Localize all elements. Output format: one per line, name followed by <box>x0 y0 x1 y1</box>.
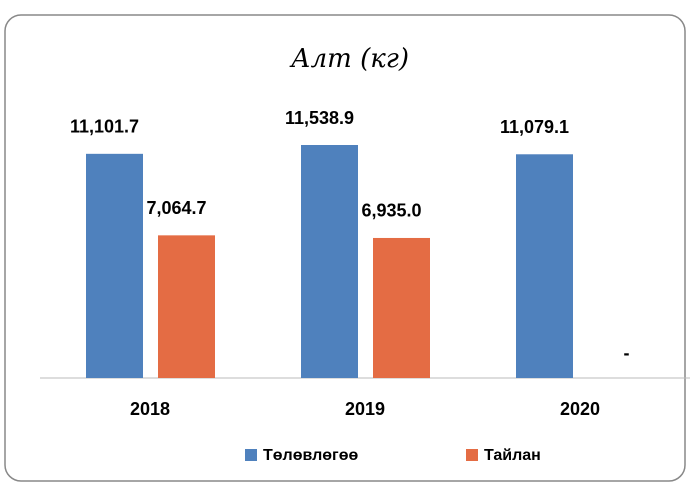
data-label: 7,064.7 <box>146 198 206 218</box>
legend-label: Тайлан <box>484 447 541 464</box>
bar <box>516 154 573 378</box>
bar <box>86 153 143 378</box>
legend-swatch <box>245 449 257 461</box>
data-label: 11,079.1 <box>500 117 569 137</box>
bar <box>373 237 430 378</box>
legend-label: Төлөвлөгөө <box>263 447 358 464</box>
x-tick-label: 2020 <box>560 399 600 419</box>
x-tick-label: 2018 <box>130 399 170 419</box>
x-tick-label: 2019 <box>345 399 385 419</box>
data-label: - <box>624 343 630 363</box>
data-label: 11,101.7 <box>70 117 139 137</box>
chart-title: Алт (кг) <box>289 44 409 74</box>
data-label: 6,935.0 <box>361 201 421 221</box>
bar <box>301 145 358 378</box>
bar <box>158 235 215 378</box>
data-label: 11,538.9 <box>285 108 354 128</box>
legend-swatch <box>466 449 478 461</box>
